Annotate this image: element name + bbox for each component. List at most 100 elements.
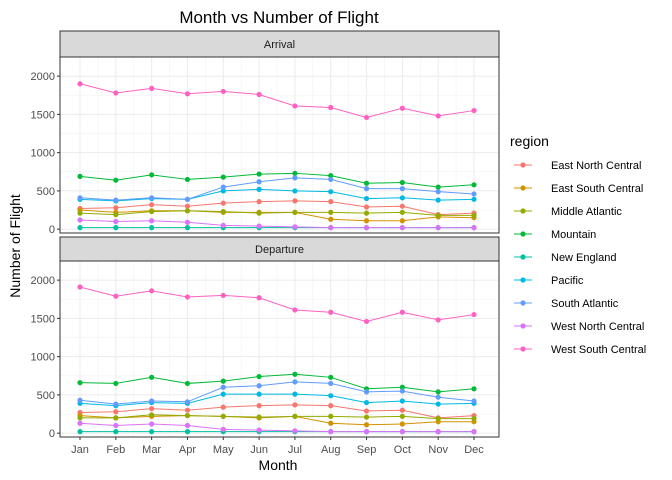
data-point <box>363 399 370 406</box>
data-point <box>113 218 119 225</box>
data-point <box>77 81 83 87</box>
series-west-south-central <box>77 81 477 121</box>
series-line <box>79 83 475 118</box>
data-point <box>471 225 477 231</box>
data-point <box>471 182 477 188</box>
data-point <box>77 210 83 216</box>
x-axis-label: Month <box>259 457 298 473</box>
facet-strip <box>59 236 500 262</box>
data-point <box>220 391 226 397</box>
x-tick-label: Feb <box>106 444 125 456</box>
legend-item: Mountain <box>514 229 596 241</box>
data-point <box>399 413 405 419</box>
data-point <box>471 107 477 114</box>
x-tick-label: Jan <box>71 444 89 456</box>
data-point <box>363 422 370 428</box>
legend-key-point <box>520 300 526 306</box>
data-point <box>113 90 119 96</box>
data-point <box>363 114 370 121</box>
y-tick-label: 500 <box>37 390 55 402</box>
data-point <box>435 189 441 195</box>
data-point <box>220 184 226 190</box>
data-point <box>399 179 405 186</box>
data-point <box>113 401 119 407</box>
panel-border <box>59 260 500 438</box>
data-point <box>328 216 334 222</box>
series-line <box>79 381 475 405</box>
data-point <box>363 218 370 224</box>
legend-item-label: New England <box>551 252 616 264</box>
data-point <box>149 374 155 380</box>
data-point <box>363 225 370 231</box>
data-point <box>77 429 83 435</box>
data-point <box>149 202 155 208</box>
data-point <box>220 188 226 194</box>
facet-strip <box>59 30 500 58</box>
data-point <box>220 378 226 384</box>
data-point <box>328 189 334 195</box>
data-point <box>399 398 405 404</box>
data-point <box>328 209 334 215</box>
series-line <box>79 393 475 407</box>
data-point <box>256 295 262 301</box>
data-point <box>363 210 370 216</box>
legend-item-label: East South Central <box>551 183 643 195</box>
data-point <box>435 394 441 400</box>
data-point <box>77 380 83 386</box>
data-point <box>363 204 370 210</box>
data-point <box>256 186 262 192</box>
data-point <box>184 225 191 231</box>
data-point <box>184 407 191 413</box>
data-point <box>184 412 191 419</box>
data-point <box>184 399 191 405</box>
series-line <box>79 373 475 393</box>
x-tick-label: Mar <box>142 444 161 456</box>
data-point <box>292 402 298 408</box>
series-line <box>79 404 475 419</box>
x-tick-label: Apr <box>179 444 196 456</box>
data-point <box>399 384 405 390</box>
legend-key-point <box>520 162 526 168</box>
series-west-north-central <box>77 420 477 435</box>
y-tick-label: 1500 <box>31 313 55 325</box>
data-point <box>113 212 119 218</box>
panel-departure: Departure 0 500 1000 1500 2000 <box>31 236 500 440</box>
data-point <box>256 373 262 380</box>
legend-key-point <box>520 208 526 214</box>
data-point <box>184 219 191 225</box>
data-point <box>328 429 334 435</box>
series-west-north-central <box>77 217 477 231</box>
data-point <box>113 422 119 429</box>
data-point <box>256 383 262 389</box>
data-point <box>149 288 155 294</box>
data-point <box>471 212 477 218</box>
data-point <box>363 180 370 186</box>
legend-item: West North Central <box>514 321 644 333</box>
data-point <box>471 398 477 404</box>
data-point <box>184 422 191 429</box>
data-point <box>328 225 334 231</box>
data-point <box>184 208 191 214</box>
data-point <box>363 318 370 325</box>
legend-title: region <box>510 133 549 149</box>
data-point <box>292 379 298 385</box>
data-point <box>220 404 226 410</box>
data-point <box>292 188 298 194</box>
data-point <box>328 403 334 409</box>
data-point <box>399 186 405 192</box>
data-point <box>328 413 334 419</box>
y-axis-label: Number of Flight <box>7 194 23 298</box>
y-tick-label: 1500 <box>31 109 55 121</box>
legend-item: New England <box>514 252 616 264</box>
data-point <box>149 172 155 178</box>
data-point <box>77 217 83 223</box>
legend: region East North Central East South Cent… <box>510 133 646 356</box>
data-point <box>399 203 405 209</box>
x-tick-label: Sep <box>357 444 377 456</box>
data-point <box>113 380 119 387</box>
data-point <box>363 408 370 414</box>
panel-arrival: Arrival 0 500 1000 1500 2000 <box>31 30 500 236</box>
series-mountain <box>77 170 477 190</box>
y-tick-label: 2000 <box>31 275 55 287</box>
